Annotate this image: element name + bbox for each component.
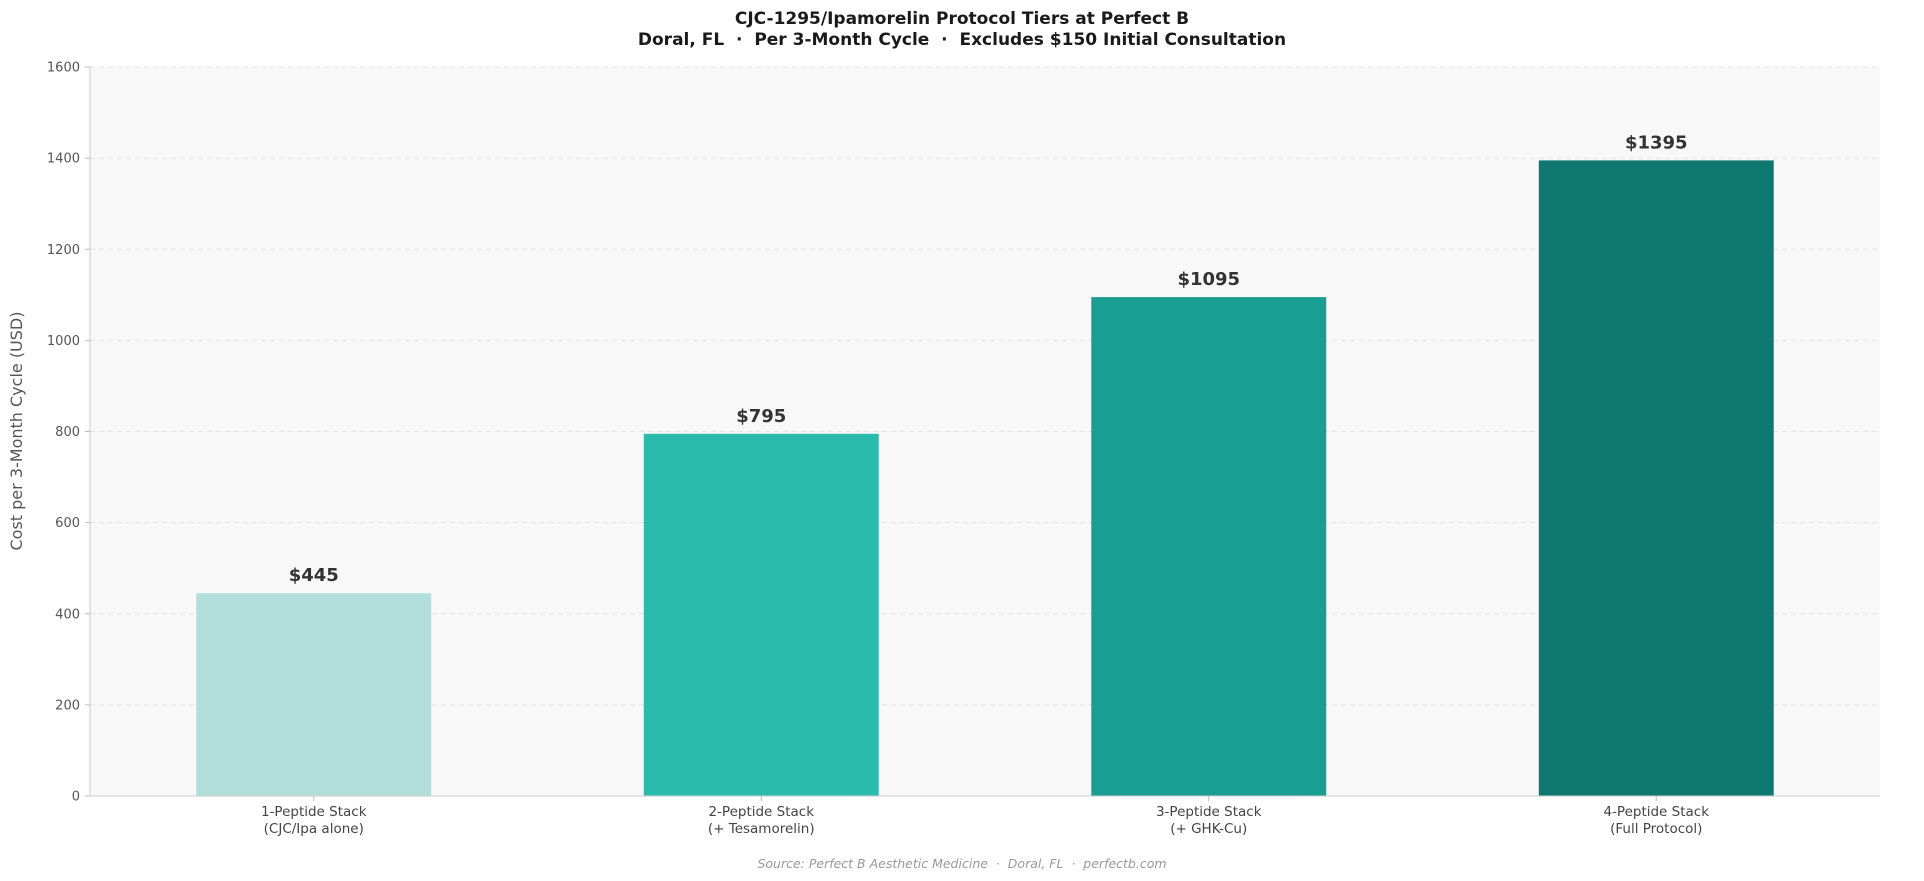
- chart-subtitle: Doral, FL · Per 3-Month Cycle · Excludes…: [638, 30, 1286, 50]
- y-tick-label: 1200: [47, 243, 80, 258]
- x-tick-label: (+ GHK-Cu): [1170, 821, 1247, 837]
- x-tick-label: (Full Protocol): [1610, 821, 1702, 837]
- x-axis-ticks: 1-Peptide Stack(CJC/Ipa alone) 2-Peptide …: [261, 796, 1709, 837]
- bar-value-label: $795: [736, 406, 786, 427]
- bar: [1538, 160, 1774, 796]
- y-tick-label: 600: [55, 516, 80, 531]
- bars: [196, 160, 1774, 796]
- bar: [1091, 297, 1327, 796]
- y-tick-label: 1000: [47, 334, 80, 349]
- y-tick-label: 1600: [47, 61, 80, 76]
- y-tick-label: 0: [72, 790, 80, 805]
- bar: [643, 433, 879, 796]
- bar-value-label: $1395: [1625, 132, 1688, 153]
- x-tick-label: (CJC/Ipa alone): [264, 821, 364, 837]
- x-tick-label: 2-Peptide Stack: [708, 804, 814, 820]
- y-tick-label: 1400: [47, 152, 80, 167]
- x-tick-label: (+ Tesamorelin): [708, 821, 815, 837]
- y-tick-label: 800: [55, 425, 80, 440]
- source-note: Source: Perfect B Aesthetic Medicine · D…: [757, 856, 1166, 871]
- x-tick-label: 3-Peptide Stack: [1156, 804, 1262, 820]
- y-tick-label: 400: [55, 607, 80, 622]
- y-axis-label: Cost per 3-Month Cycle (USD): [7, 312, 26, 551]
- y-axis-ticks: 0 200 400 600 800 1000 1200 1400 1600: [47, 61, 90, 805]
- bar: [196, 593, 432, 796]
- chart-title: CJC-1295/Ipamorelin Protocol Tiers at Pe…: [735, 9, 1189, 29]
- bar-value-label: $445: [289, 565, 339, 586]
- y-tick-label: 200: [55, 698, 80, 713]
- bar-value-label: $1095: [1177, 269, 1240, 290]
- x-tick-label: 1-Peptide Stack: [261, 804, 367, 820]
- x-tick-label: 4-Peptide Stack: [1603, 804, 1709, 820]
- value-labels: $445 $795 $1095 $1395: [289, 132, 1688, 586]
